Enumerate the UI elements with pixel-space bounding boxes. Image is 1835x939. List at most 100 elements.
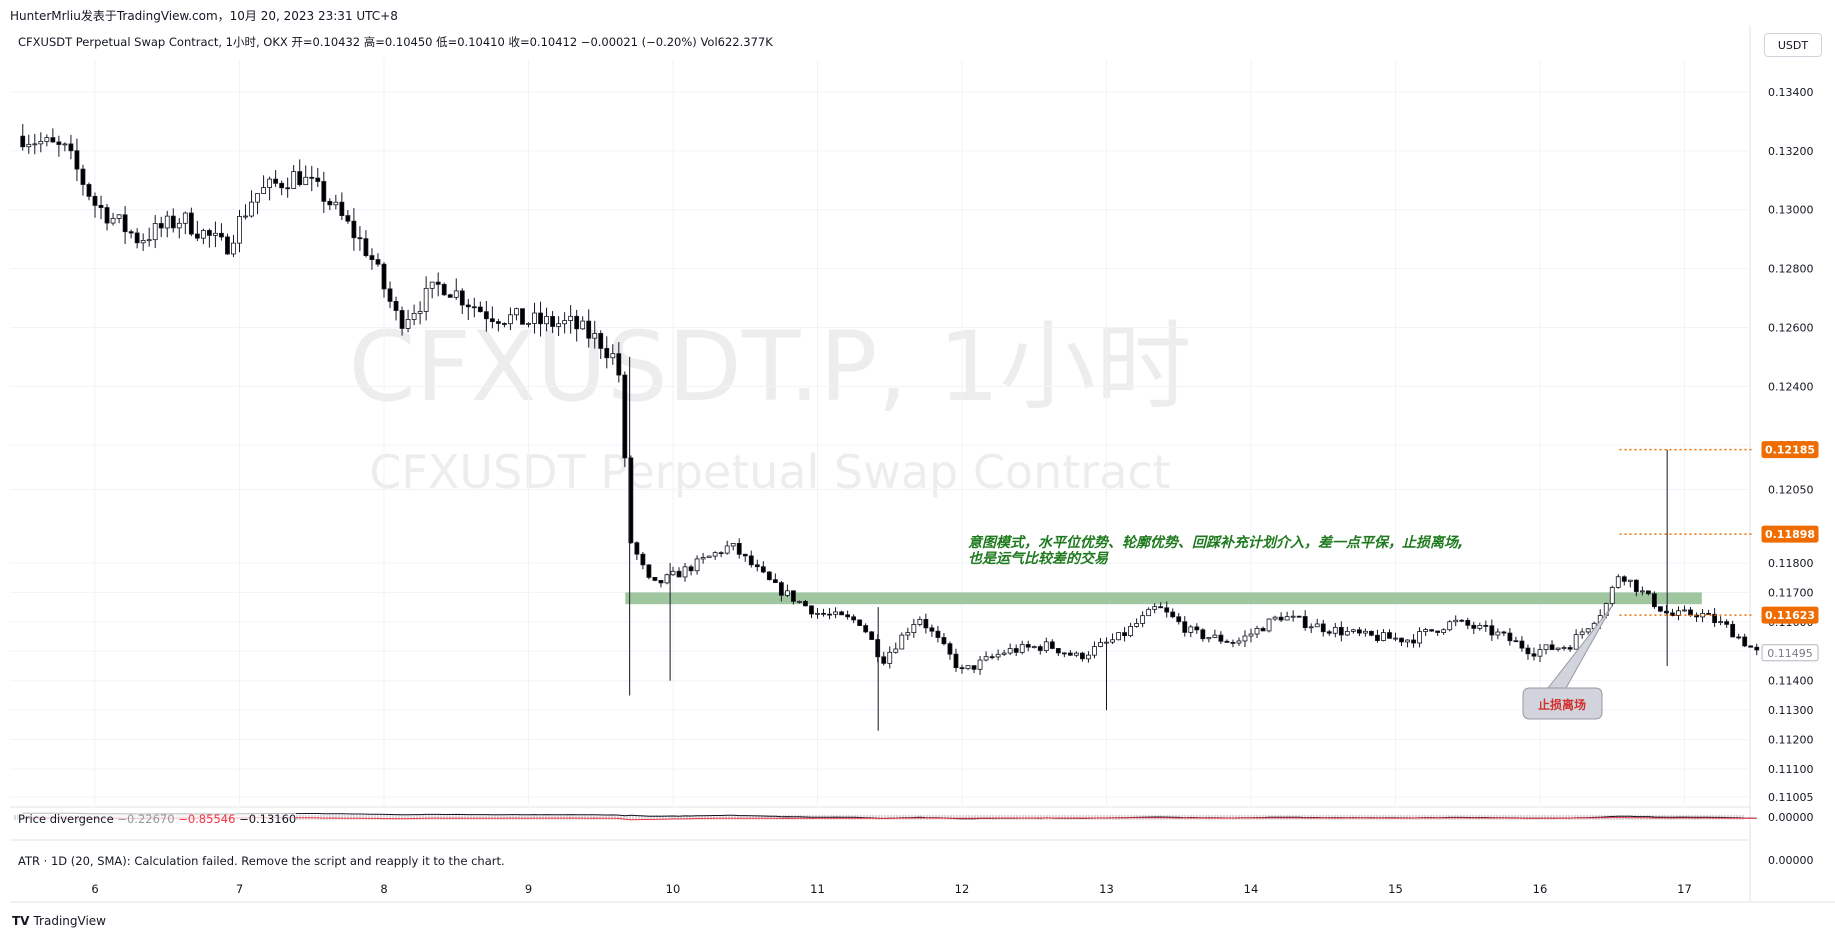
candle-body (213, 232, 218, 236)
candle-body (935, 630, 941, 638)
candle-body (1188, 626, 1194, 633)
price-tag-box (1761, 525, 1819, 543)
candle-body (1338, 626, 1344, 636)
candle-body (1567, 647, 1573, 650)
candle-body (453, 290, 459, 298)
candle-body (1405, 639, 1410, 643)
candle-body (237, 216, 242, 244)
candle-body (1411, 639, 1416, 644)
atr-legend[interactable]: ATR · 1D (20, SMA): Calculation failed. … (18, 854, 505, 868)
candle-body (1260, 628, 1266, 632)
candle-body (1362, 630, 1368, 634)
symbol-legend: CFXUSDT Perpetual Swap Contract, 1小时, OK… (18, 35, 773, 49)
brand-name: TradingView (33, 914, 106, 928)
candle-body (797, 600, 802, 603)
candle-body (1194, 626, 1200, 631)
candle-body (803, 600, 808, 607)
candle-body (225, 236, 230, 255)
candle-body (176, 222, 182, 229)
candle-body (971, 665, 977, 670)
candle-body (748, 555, 754, 566)
candle-body (616, 353, 622, 376)
time-axis[interactable]: 6 7 8 9 10 11 12 13 14 15 16 17 (91, 882, 1691, 896)
candle-body (809, 605, 814, 615)
candle-body (435, 281, 441, 285)
candle-body (893, 648, 899, 653)
divergence-axis-label: 0.00000 (1768, 811, 1814, 824)
candle-body (917, 619, 923, 625)
candle-body (483, 311, 489, 320)
candle-body (592, 333, 598, 339)
price-divergence-legend[interactable]: Price divergence −0.22670 −0.85546 −0.13… (18, 812, 297, 826)
candle-body (327, 200, 333, 206)
candle-body (520, 308, 525, 325)
candle-body (1031, 646, 1037, 649)
candle-body (1730, 623, 1736, 638)
candle-body (1471, 624, 1477, 629)
currency-button[interactable]: USDT (1764, 33, 1822, 57)
candle-body (887, 651, 893, 664)
candle-body (128, 231, 134, 234)
callout-bubble (1522, 605, 1613, 720)
candle-body (1098, 642, 1103, 647)
candle-body (899, 634, 905, 650)
candle-body (983, 656, 989, 661)
candle-body (411, 312, 417, 320)
candle-body (1176, 616, 1182, 623)
candle-body (1302, 616, 1308, 629)
candle-body (526, 323, 531, 325)
candle-body (1134, 623, 1140, 627)
candle-body (784, 590, 790, 596)
candle-body (74, 150, 80, 170)
candle-body (1645, 590, 1651, 595)
candle-body (712, 552, 718, 557)
candle-body (50, 137, 56, 143)
candle-body (1381, 632, 1386, 641)
candle-body (815, 612, 820, 615)
x-tick-label: 14 (1244, 882, 1259, 896)
atr-axis-label: 0.00000 (1768, 854, 1814, 867)
candle-body (285, 187, 291, 190)
candle-body (766, 571, 772, 581)
candle-body (1013, 648, 1019, 653)
candle-body (670, 570, 676, 576)
candle-body (140, 240, 146, 244)
candle-body (68, 143, 74, 152)
y-tick-label: 0.13000 (1768, 204, 1814, 217)
candle-body (989, 656, 995, 659)
candle-body (1266, 618, 1272, 632)
candle-body (1369, 630, 1374, 636)
candle-body (291, 171, 297, 189)
candle-body (255, 193, 260, 203)
candle-body (1236, 640, 1242, 644)
candle-body (477, 306, 483, 313)
candle-body (459, 290, 465, 306)
candle-body (1639, 590, 1645, 593)
divergence-value-1: −0.22670 (117, 812, 175, 826)
x-tick-label: 17 (1677, 882, 1692, 896)
candle-body (219, 232, 224, 238)
x-tick-label: 9 (525, 882, 532, 896)
candle-body (231, 242, 236, 255)
candle-body (658, 580, 664, 584)
candle-body (821, 612, 826, 615)
candle-body (1748, 645, 1754, 648)
candle-body (1489, 625, 1495, 636)
candle-body (146, 239, 152, 242)
candle-body (688, 566, 694, 572)
candle-body (405, 318, 411, 329)
tradingview-brand[interactable]: 𝗧𝗩 TradingView (12, 914, 106, 928)
candle-body (152, 223, 158, 241)
candle-body (1242, 635, 1248, 642)
candle-body (1513, 640, 1519, 643)
callout-label: 止损离场 (1538, 697, 1586, 712)
candle-body (724, 545, 730, 554)
candle-body (568, 315, 574, 321)
candle-body (1080, 652, 1085, 660)
candle-body (1742, 636, 1748, 647)
candle-body (345, 215, 351, 222)
candle-body (1001, 652, 1007, 655)
candle-body (706, 555, 712, 558)
candle-body (1278, 616, 1284, 621)
